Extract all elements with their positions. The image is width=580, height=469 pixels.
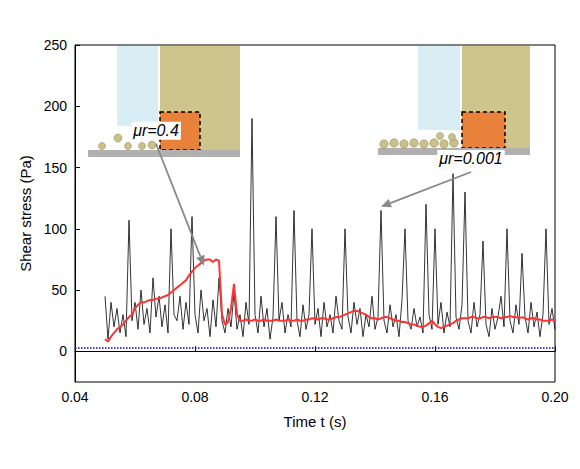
svg-text:50: 50: [51, 282, 67, 298]
svg-text:0.20: 0.20: [541, 389, 568, 405]
svg-text:Shear stress (Pa): Shear stress (Pa): [17, 155, 34, 272]
svg-text:250: 250: [44, 37, 68, 53]
svg-text:0.16: 0.16: [421, 389, 448, 405]
svg-text:200: 200: [44, 98, 68, 114]
svg-text:0.12: 0.12: [301, 389, 328, 405]
svg-text:150: 150: [44, 160, 68, 176]
svg-text:0: 0: [59, 343, 67, 359]
svg-text:0.04: 0.04: [61, 389, 88, 405]
svg-text:0.08: 0.08: [181, 389, 208, 405]
svg-text:100: 100: [44, 221, 68, 237]
svg-text:μr=0.4: μr=0.4: [132, 122, 179, 139]
svg-text:μr=0.001: μr=0.001: [438, 150, 502, 167]
svg-text:Time t (s): Time t (s): [284, 413, 347, 430]
